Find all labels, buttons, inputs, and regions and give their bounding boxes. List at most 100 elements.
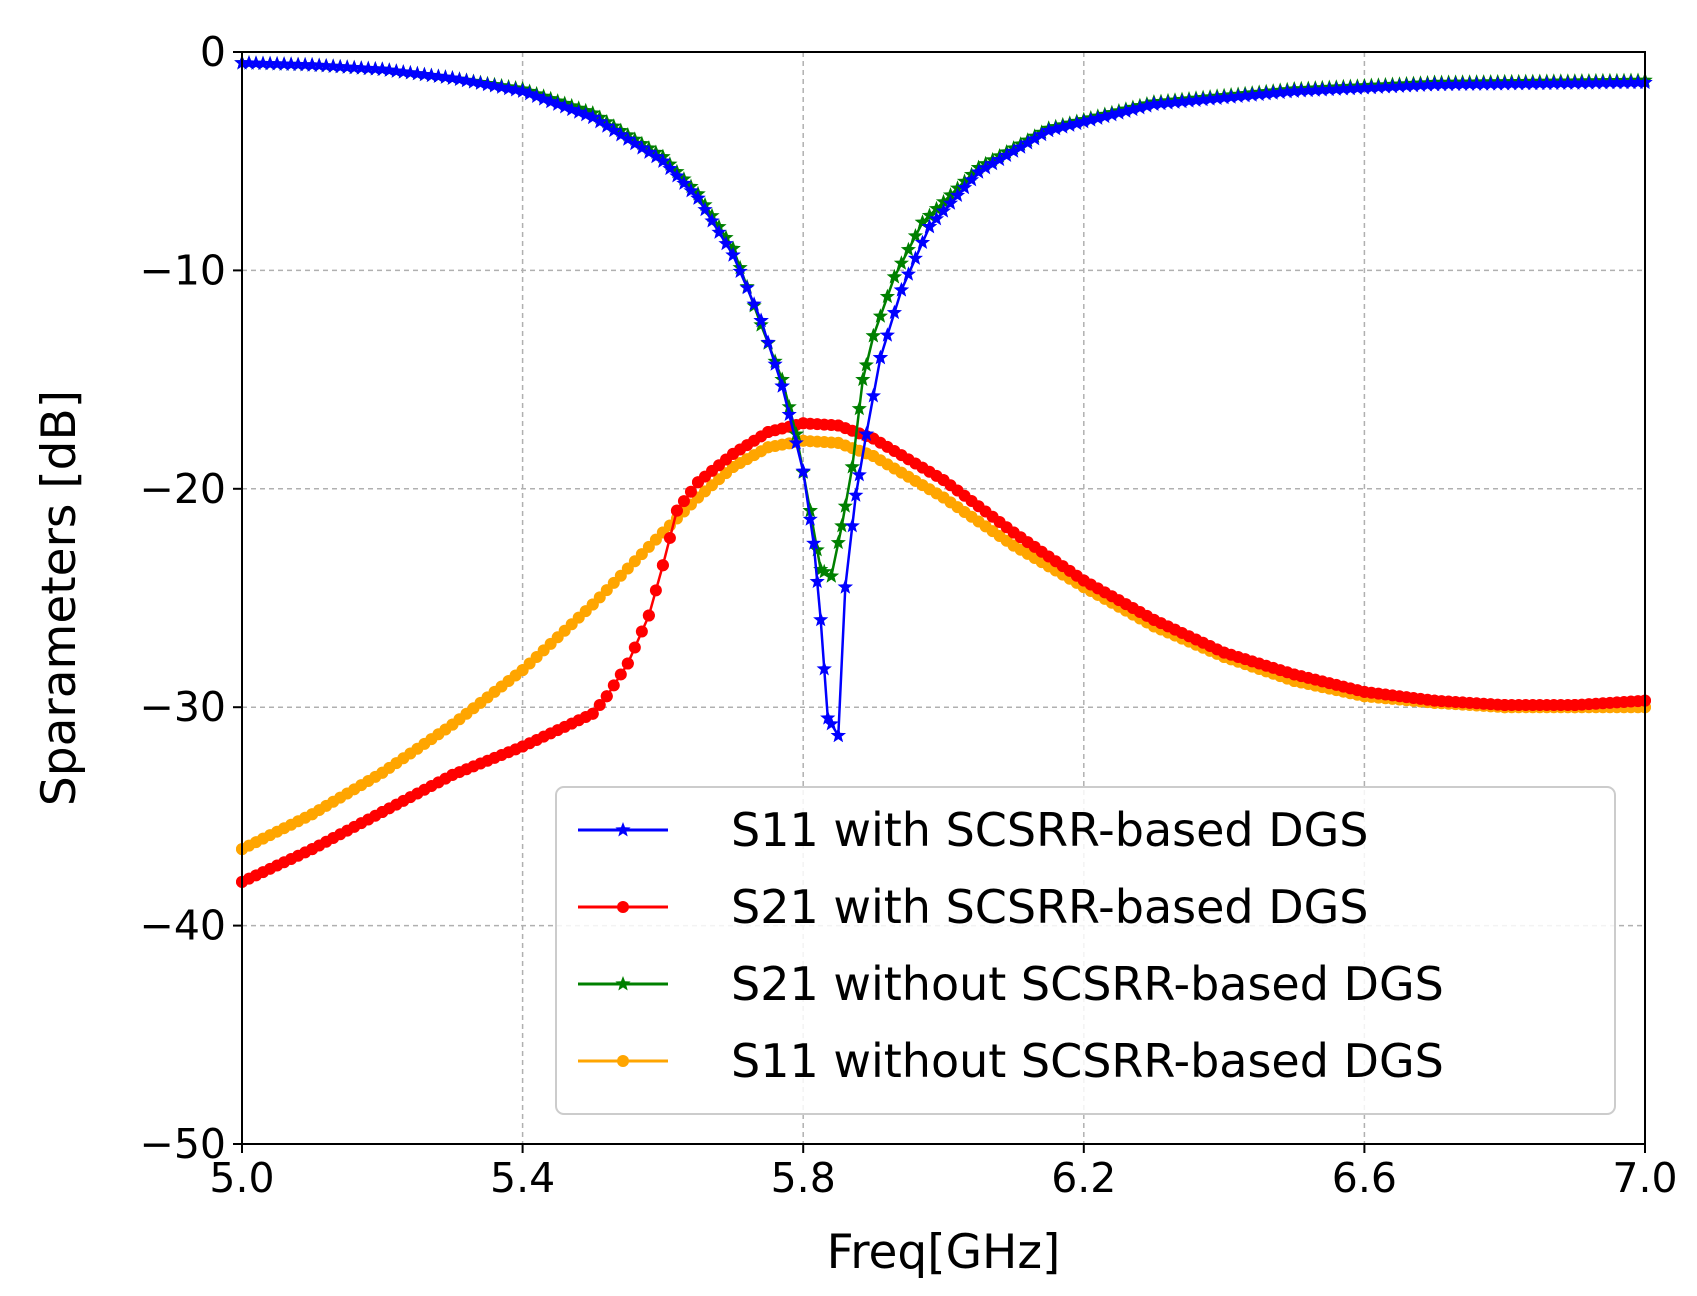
data-point [1455,76,1471,91]
data-point [607,679,620,692]
data-point [886,304,902,320]
data-point [935,203,952,218]
data-point [1349,80,1365,95]
data-point [1076,113,1092,129]
data-point [1553,75,1569,90]
data-point [711,224,727,239]
data-point [802,502,818,518]
data-point [262,55,278,71]
data-point [809,542,825,557]
data-point [690,190,706,205]
y-tick-label: −30 [139,683,226,731]
data-point [1167,94,1183,109]
data-point [1020,135,1036,150]
data-point [662,160,678,176]
data-point [1441,76,1457,92]
data-point [1132,99,1148,115]
data-point [446,768,459,781]
data-point [949,187,966,202]
data-point [437,69,453,84]
data-point [599,118,615,133]
data-point [1426,76,1443,92]
data-point [676,175,692,190]
data-point [795,463,811,478]
data-point [670,504,683,517]
data-point [900,241,916,257]
data-point [395,64,411,79]
data-point [1300,82,1316,98]
data-point [376,806,389,819]
data-point [739,279,755,295]
data-point [339,59,355,74]
data-point [683,182,699,198]
data-point [1419,77,1436,92]
data-point [832,436,845,449]
data-point [1181,93,1197,108]
data-point [893,282,909,297]
data-point [907,228,923,243]
data-point [1335,81,1351,96]
x-tick-label: 5.0 [209,1154,274,1202]
data-point [718,235,734,251]
data-point [844,517,860,533]
data-point [725,247,741,262]
data-point [797,417,810,430]
data-point [1574,75,1590,90]
data-point [886,269,902,284]
data-point [1077,574,1090,587]
data-point [1546,75,1562,90]
data-point [1118,103,1134,118]
data-point [1630,74,1646,90]
data-point [806,535,822,550]
data-point [1258,85,1274,101]
data-point [1293,83,1309,98]
data-point [325,58,341,73]
data-point [1518,75,1534,91]
data-point [586,707,599,720]
data-point [1090,110,1106,125]
data-point [1007,526,1020,539]
x-tick-label: 5.4 [490,1154,555,1202]
data-point [1279,84,1295,99]
data-point [367,61,383,76]
data-point [872,308,888,323]
axis-ticks: 5.0 5.4 5.8 6.2 6.6 7.0 0 −10 −20 −30 −40 −50 [139,28,1677,1202]
data-point [493,79,510,94]
data-point [656,559,669,572]
data-point [430,68,446,83]
data-point [823,568,839,583]
data-point [762,441,775,454]
series-markers [236,417,1651,888]
data-point [1532,75,1548,91]
x-tick-label: 5.8 [771,1154,836,1202]
legend-swatch-marker [617,1055,629,1067]
data-point [1146,96,1162,111]
data-point [867,450,880,463]
legend-swatch-marker [617,901,629,913]
data-point [774,378,790,393]
data-point [306,843,319,856]
data-point [1363,79,1379,95]
data-point [914,214,931,229]
data-point [1202,91,1218,106]
data-point [865,327,881,343]
data-point [522,85,538,101]
data-point [613,127,629,142]
data-point [914,234,931,249]
data-point [529,88,545,103]
data-point [1147,613,1160,626]
data-point [649,584,662,597]
legend-box [555,786,1616,1115]
data-point [1218,646,1231,659]
data-point [1272,84,1288,100]
data-point [641,144,657,159]
data-point [1602,74,1618,90]
data-point [1244,87,1260,102]
data-point [376,766,389,779]
data-point [388,63,404,78]
data-point [669,168,685,183]
data-point [893,255,909,270]
data-point [816,563,832,579]
data-point [1034,126,1050,142]
data-point [1083,112,1099,127]
